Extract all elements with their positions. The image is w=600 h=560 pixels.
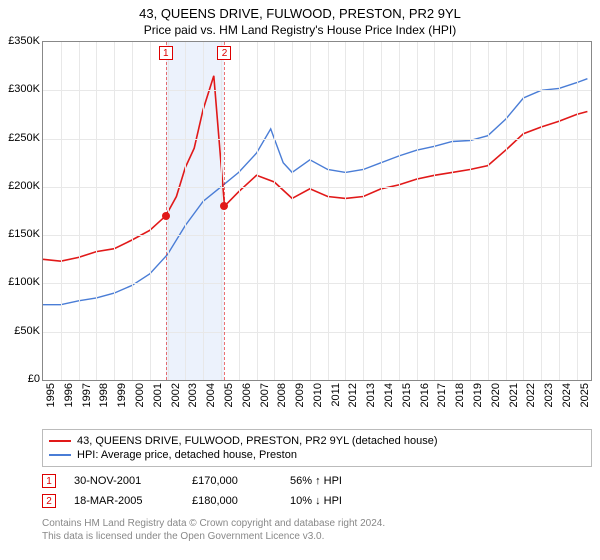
legend-swatch xyxy=(49,440,71,442)
y-tick-label: £350K xyxy=(2,35,40,47)
x-tick-label: 2005 xyxy=(223,383,235,407)
x-tick-label: 2007 xyxy=(259,383,271,407)
sale-diff: 10% ↓ HPI xyxy=(290,495,380,507)
x-tick-label: 2019 xyxy=(472,383,484,407)
x-tick-label: 2025 xyxy=(579,383,591,407)
y-tick-label: £200K xyxy=(2,180,40,192)
line-series-svg xyxy=(43,42,591,380)
sale-date: 18-MAR-2005 xyxy=(74,495,174,507)
legend-swatch xyxy=(49,454,71,456)
y-tick-label: £150K xyxy=(2,228,40,240)
x-tick-label: 2017 xyxy=(436,383,448,407)
x-tick-label: 2012 xyxy=(347,383,359,407)
x-tick-label: 2016 xyxy=(419,383,431,407)
y-tick-label: £50K xyxy=(2,325,40,337)
x-tick-label: 1996 xyxy=(63,383,75,407)
sale-vline xyxy=(224,42,225,380)
x-tick-label: 2020 xyxy=(490,383,502,407)
legend-item: HPI: Average price, detached house, Pres… xyxy=(49,448,585,462)
y-tick-label: £300K xyxy=(2,83,40,95)
legend-item: 43, QUEENS DRIVE, FULWOOD, PRESTON, PR2 … xyxy=(49,434,585,448)
sale-dot xyxy=(220,202,228,210)
x-tick-label: 1998 xyxy=(98,383,110,407)
x-tick-label: 2023 xyxy=(543,383,555,407)
x-tick-label: 2000 xyxy=(134,383,146,407)
chart-title: 43, QUEENS DRIVE, FULWOOD, PRESTON, PR2 … xyxy=(0,0,600,21)
x-tick-label: 2009 xyxy=(294,383,306,407)
sale-number-box: 2 xyxy=(42,494,56,508)
sale-dot xyxy=(162,212,170,220)
x-tick-label: 2018 xyxy=(454,383,466,407)
x-tick-label: 2022 xyxy=(525,383,537,407)
sales-table: 1 30-NOV-2001 £170,000 56% ↑ HPI 2 18-MAR-200… xyxy=(42,471,592,511)
x-tick-label: 2021 xyxy=(508,383,520,407)
footnote-line: This data is licensed under the Open Gov… xyxy=(42,530,592,543)
x-tick-label: 2010 xyxy=(312,383,324,407)
x-axis-labels: 1995 1996 1997 1998 1999 2000 2001 2002 2003 2004… xyxy=(42,381,592,421)
legend-box: 43, QUEENS DRIVE, FULWOOD, PRESTON, PR2 … xyxy=(42,429,592,467)
legend-label: 43, QUEENS DRIVE, FULWOOD, PRESTON, PR2 … xyxy=(77,435,437,447)
y-tick-label: £250K xyxy=(2,132,40,144)
x-tick-label: 1997 xyxy=(81,383,93,407)
x-tick-label: 2015 xyxy=(401,383,413,407)
sale-row: 2 18-MAR-2005 £180,000 10% ↓ HPI xyxy=(42,491,592,511)
sale-date: 30-NOV-2001 xyxy=(74,475,174,487)
sale-marker-box: 1 xyxy=(159,46,173,60)
sale-row: 1 30-NOV-2001 £170,000 56% ↑ HPI xyxy=(42,471,592,491)
y-tick-label: £100K xyxy=(2,276,40,288)
sale-price: £180,000 xyxy=(192,495,272,507)
x-tick-label: 1999 xyxy=(116,383,128,407)
sale-diff: 56% ↑ HPI xyxy=(290,475,380,487)
y-tick-label: £0 xyxy=(2,373,40,385)
x-tick-label: 2003 xyxy=(187,383,199,407)
x-tick-label: 2024 xyxy=(561,383,573,407)
x-tick-label: 2014 xyxy=(383,383,395,407)
x-tick-label: 2006 xyxy=(241,383,253,407)
x-tick-label: 1995 xyxy=(45,383,57,407)
legend-label: HPI: Average price, detached house, Pres… xyxy=(77,449,297,461)
footnote: Contains HM Land Registry data © Crown c… xyxy=(42,517,592,543)
x-tick-label: 2001 xyxy=(152,383,164,407)
footnote-line: Contains HM Land Registry data © Crown c… xyxy=(42,517,592,530)
chart-container: 43, QUEENS DRIVE, FULWOOD, PRESTON, PR2 … xyxy=(0,0,600,560)
x-tick-label: 2008 xyxy=(276,383,288,407)
x-tick-label: 2011 xyxy=(330,383,342,407)
sale-number-box: 1 xyxy=(42,474,56,488)
sale-price: £170,000 xyxy=(192,475,272,487)
chart-subtitle: Price paid vs. HM Land Registry's House … xyxy=(0,21,600,41)
x-tick-label: 2004 xyxy=(205,383,217,407)
sale-marker-box: 2 xyxy=(217,46,231,60)
x-tick-label: 2013 xyxy=(365,383,377,407)
chart-plot-area: 12 xyxy=(42,41,592,381)
x-tick-label: 2002 xyxy=(170,383,182,407)
